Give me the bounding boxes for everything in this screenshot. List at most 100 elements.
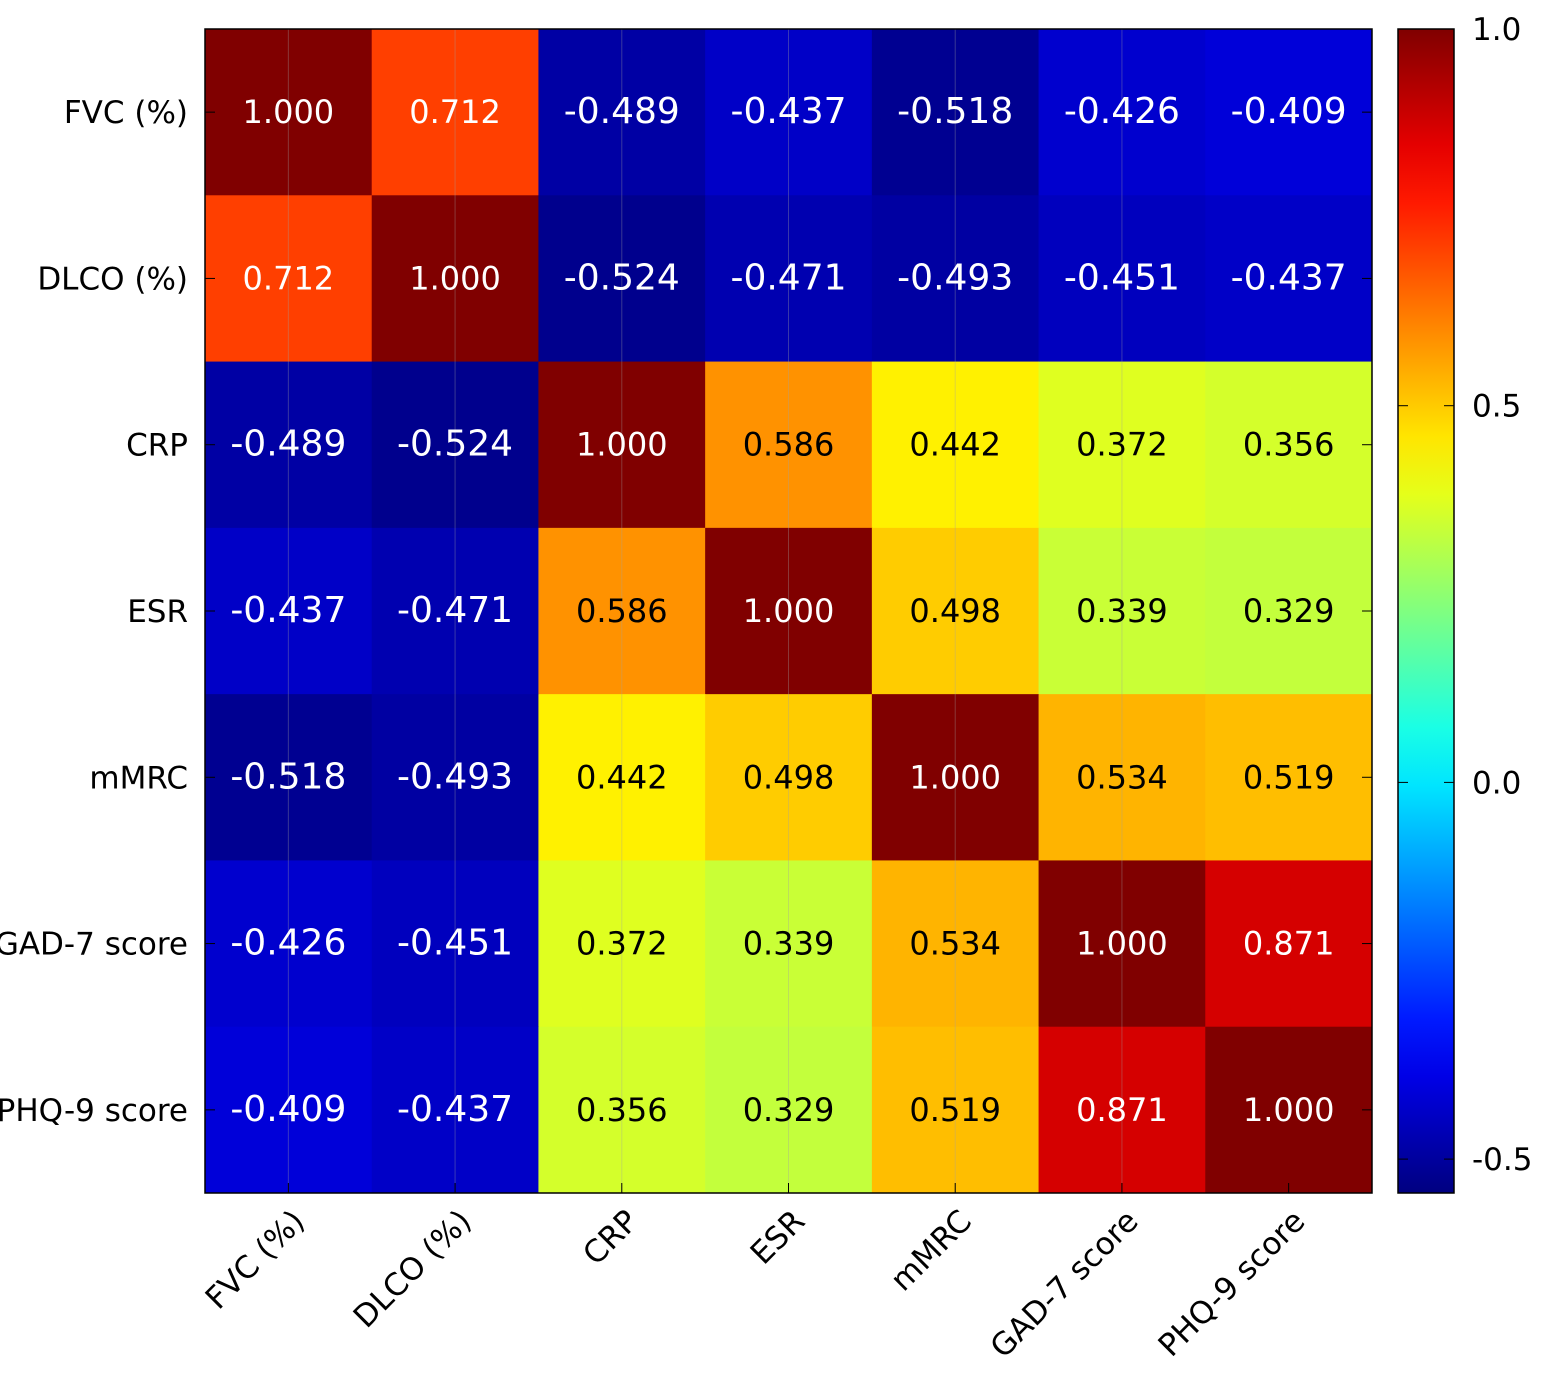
heatmap-cell: [705, 694, 873, 861]
heatmap-cell: [1038, 1026, 1206, 1194]
cell-value: 0.871: [1243, 925, 1335, 963]
x-tick-label: GAD-7 score: [984, 1203, 1146, 1365]
heatmap-cell: [871, 361, 1040, 529]
heatmap-cell: [205, 361, 373, 529]
cell-value: 0.712: [243, 259, 335, 297]
cell-value: 0.329: [743, 1091, 835, 1129]
heatmap-cell: [538, 527, 706, 695]
cell-value: 1.000: [243, 93, 335, 131]
cell-value: -0.524: [397, 424, 513, 465]
x-tick-label: PHQ-9 score: [1152, 1203, 1313, 1364]
cell-value: -0.518: [230, 756, 346, 797]
heatmap-cell: [538, 1026, 706, 1194]
heatmap-cell: [205, 29, 373, 196]
cell-value: -0.451: [1064, 257, 1180, 298]
cell-value: 1.000: [1076, 925, 1168, 963]
cell-value: 1.000: [743, 592, 835, 630]
colorbar: [1397, 28, 1455, 1194]
y-tick-label: mMRC: [89, 760, 188, 796]
cell-value: -0.451: [397, 923, 513, 964]
x-tick-label: FVC (%): [199, 1203, 312, 1316]
heatmap-cell: [371, 1026, 539, 1194]
cell-value: -0.493: [397, 756, 513, 797]
heatmap-cell: [1205, 29, 1373, 196]
heatmap-cell: [205, 694, 373, 861]
heatmap-cell: [371, 29, 539, 196]
cell-value: 0.519: [909, 1091, 1001, 1129]
y-tick-label: FVC (%): [64, 95, 188, 131]
heatmap-cell: [1038, 694, 1206, 861]
cell-value: -0.409: [230, 1089, 346, 1130]
heatmap-cell: [705, 29, 873, 196]
heatmap-cells: [205, 29, 1373, 1194]
y-tick-label: GAD-7 score: [0, 927, 188, 963]
cell-value: -0.426: [230, 923, 346, 964]
plot-frame: [204, 28, 1373, 1194]
x-axis-tick-labels: FVC (%) DLCO (%) CRP ESR mMRC GAD-7 score PHQ-…: [199, 1203, 1313, 1365]
heatmap-cell: [538, 694, 706, 861]
cell-value: -0.437: [230, 590, 346, 631]
cell-value: 1.000: [909, 758, 1001, 796]
heatmap-cell: [371, 361, 539, 529]
heatmap-cell: [1205, 361, 1373, 529]
heatmap-cell: [1205, 195, 1373, 363]
cell-value: -0.471: [730, 257, 846, 298]
cell-value: 0.372: [1076, 426, 1168, 464]
heatmap-cell: [205, 860, 373, 1028]
heatmap-cell: [538, 860, 706, 1028]
cell-value: 1.000: [1243, 1091, 1335, 1129]
heatmap-cell: [1205, 1026, 1373, 1194]
x-tick-label: ESR: [744, 1203, 812, 1271]
colorbar-tick-label: 1.0: [1472, 12, 1521, 48]
heatmap-cell: [371, 195, 539, 363]
heatmap-cell: [705, 527, 873, 695]
colorbar-tick-label: 0.0: [1472, 765, 1521, 801]
heatmap-cell: [371, 860, 539, 1028]
colorbar-tick-label: -0.5: [1472, 1142, 1533, 1178]
cell-value: 0.498: [909, 592, 1001, 630]
heatmap-cell: [705, 1026, 873, 1194]
heatmap-cell: [871, 1026, 1040, 1194]
x-tick-label: DLCO (%): [347, 1203, 479, 1335]
heatmap-cell: [538, 361, 706, 529]
y-tick-label: CRP: [126, 428, 188, 464]
cell-value: 0.498: [743, 758, 835, 796]
heatmap-cell: [1038, 29, 1206, 196]
cell-value: 0.534: [909, 925, 1001, 963]
heatmap-cell: [871, 527, 1040, 695]
heatmap-cell: [871, 29, 1040, 196]
y-tick-label: ESR: [127, 594, 188, 630]
heatmap-cell: [1205, 860, 1373, 1028]
heatmap-cell: [1038, 860, 1206, 1028]
heatmap-cell: [371, 527, 539, 695]
cell-value: -0.426: [1064, 91, 1180, 132]
x-tick-label: CRP: [576, 1203, 645, 1272]
cell-value: 0.339: [1076, 592, 1168, 630]
cell-value: -0.437: [397, 1089, 513, 1130]
cell-value: 0.712: [409, 93, 501, 131]
cell-value: -0.493: [897, 257, 1013, 298]
heatmap-cell: [1205, 694, 1373, 861]
heatmap-cell: [871, 694, 1040, 861]
heatmap-cell: [871, 860, 1040, 1028]
grid-lines: [205, 29, 1372, 1193]
heatmap-cell: [371, 694, 539, 861]
cell-value: -0.489: [564, 91, 680, 132]
heatmap-cell: [205, 195, 373, 363]
heatmap-cell: [1205, 527, 1373, 695]
cell-value: 1.000: [576, 426, 668, 464]
cell-value: -0.471: [397, 590, 513, 631]
cell-value: -0.409: [1231, 91, 1347, 132]
cell-value: 0.442: [909, 426, 1001, 464]
heatmap-cell: [1038, 527, 1206, 695]
colorbar-tick-label: 0.5: [1472, 389, 1521, 425]
cell-value: 0.329: [1243, 592, 1335, 630]
cell-value: 0.356: [576, 1091, 668, 1129]
x-tick-label: mMRC: [884, 1203, 979, 1298]
cell-value: -0.518: [897, 91, 1013, 132]
y-tick-label: DLCO (%): [37, 261, 188, 297]
heatmap-cell: [705, 361, 873, 529]
heatmap-cell: [205, 1026, 373, 1194]
heatmap-cell: [1038, 195, 1206, 363]
cell-value-labels: 1.000 0.712 -0.489 -0.437 -0.518 -0.426 -0.409…: [230, 91, 1346, 1130]
